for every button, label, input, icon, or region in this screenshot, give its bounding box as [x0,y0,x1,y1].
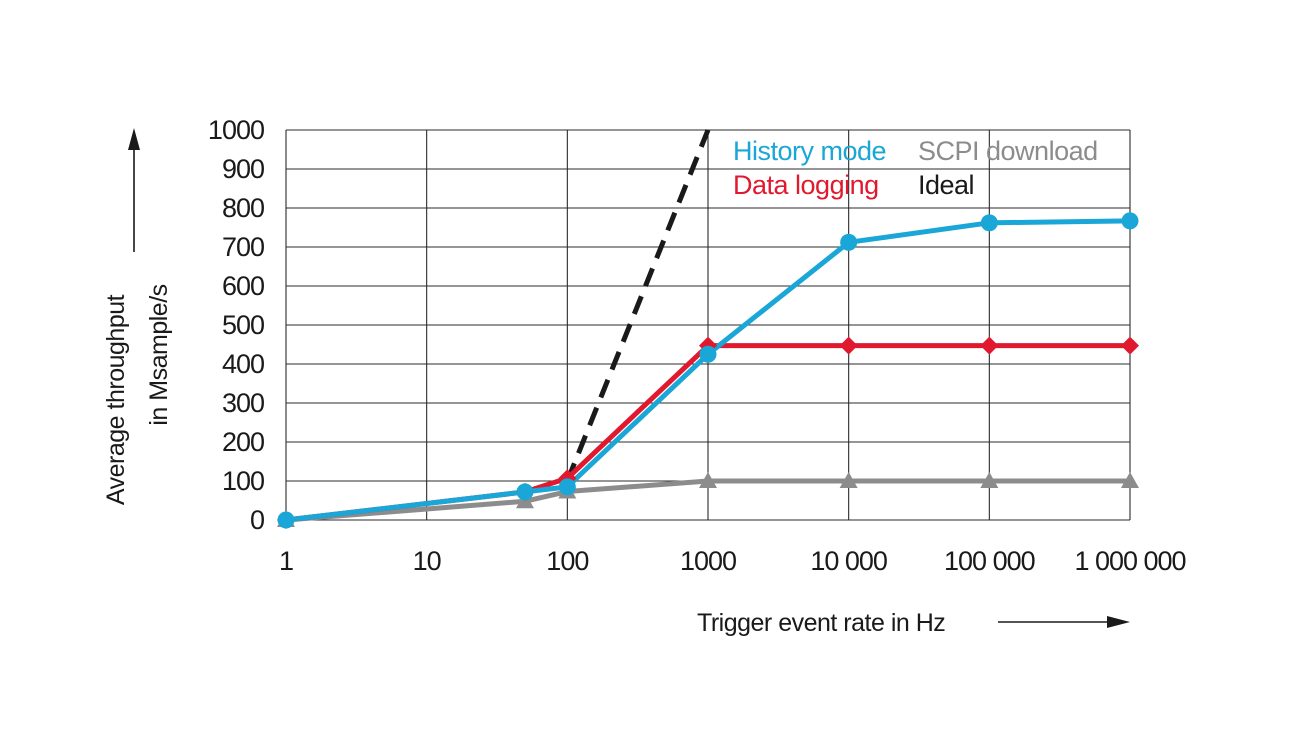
y-tick-label: 1000 [208,115,264,145]
x-axis-arrow-head-icon [1107,616,1130,628]
marker-scpi-download [699,472,717,488]
y-axis-label-line-2: in Msample/s [145,284,173,425]
marker-history-mode [699,345,717,363]
grid [285,129,1131,521]
x-tick-label: 10 000 [810,546,887,576]
series-markers [277,212,1139,529]
y-tick-label: 600 [222,271,264,301]
legend-entry-scpi-download: SCPI download [918,136,1098,166]
x-tick-label: 1 [279,546,293,576]
y-tick-label: 700 [222,232,264,262]
x-tick-label: 100 [546,546,588,576]
marker-scpi-download [839,472,858,488]
legend-entry-history-mode: History mode [733,136,886,166]
legend-entry-ideal: Ideal [918,170,974,200]
x-axis-ticks: 1 10 100 1000 10 000 100 000 1 000 000 [279,546,1187,576]
x-axis-label-group: Trigger event rate in Hz [697,609,1130,637]
y-tick-label: 400 [222,349,264,379]
marker-data-logging [839,336,858,355]
y-axis-label-group: Average throughput in Msample/s [102,128,173,505]
y-axis-ticks: 0 100 200 300 400 500 600 700 800 900 1000 [208,115,265,535]
y-tick-label: 800 [222,193,264,223]
y-tick-label: 300 [222,388,264,418]
marker-scpi-download [980,472,999,488]
marker-scpi-download [1121,472,1139,488]
marker-history-mode [558,478,576,496]
marker-history-mode [1121,212,1139,230]
x-axis-label: Trigger event rate in Hz [697,609,945,637]
marker-history-mode [516,483,534,501]
x-tick-label: 100 000 [944,546,1035,576]
marker-data-logging [1121,336,1139,355]
y-tick-label: 900 [222,154,264,184]
y-axis-arrow-head-icon [128,128,140,150]
y-tick-label: 200 [222,427,264,457]
legend-entry-data-logging: Data logging [733,170,879,200]
y-tick-label: 0 [250,505,264,535]
marker-history-mode [840,233,858,251]
marker-data-logging [980,336,999,355]
marker-history-mode [277,511,295,529]
marker-history-mode [980,214,998,232]
x-tick-label: 1000 [680,546,736,576]
x-tick-label: 1 000 000 [1074,546,1185,576]
legend: History mode Data logging SCPI download … [733,136,1098,200]
x-tick-label: 10 [413,546,441,576]
series-line-ideal [565,129,711,482]
y-axis-label-line-1: Average throughput [102,294,130,505]
y-tick-label: 100 [222,466,264,496]
y-tick-label: 500 [222,310,264,340]
